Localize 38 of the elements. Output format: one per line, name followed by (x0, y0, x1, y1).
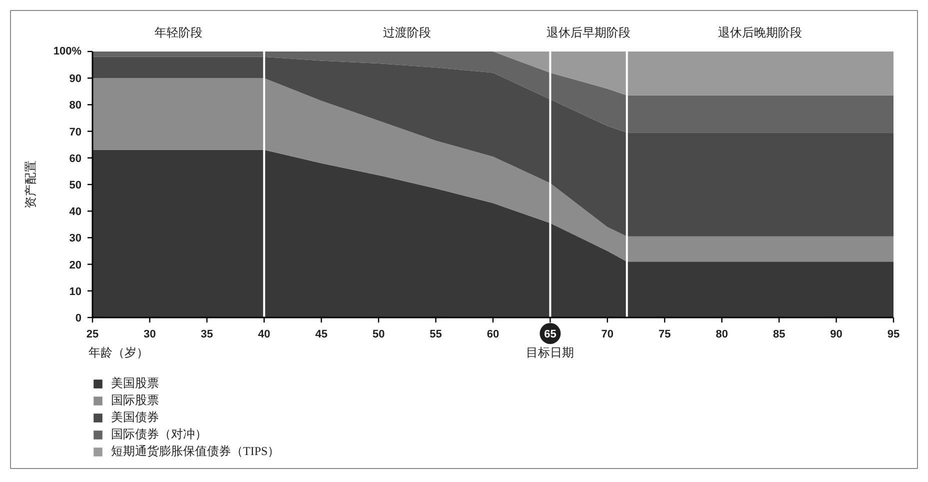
text: 退休后晚期阶段 (718, 26, 802, 40)
x-tick-label: 70 (601, 328, 614, 340)
legend-label: 短期通货膨胀保值债券（TIPS） (111, 443, 280, 460)
x-tick-label: 60 (486, 328, 500, 340)
ref-line-label: 目标日期 (526, 346, 574, 360)
y-axis-title: 资产配置 (24, 160, 38, 208)
x-tick-label: 80 (716, 328, 728, 340)
legend-label: 国际债券（对冲） (111, 426, 207, 443)
x-tick-label: 55 (430, 328, 442, 340)
y-tick-label: 10 (69, 286, 82, 298)
y-tick-label: 80 (69, 100, 82, 112)
y-tick-label: 100% (53, 46, 82, 58)
x-tick-label: 25 (86, 328, 99, 340)
legend-label: 美国股票 (111, 375, 159, 392)
legend-label: 国际股票 (111, 392, 159, 409)
text: 过渡阶段 (383, 26, 432, 40)
text: 年轻阶段 (154, 26, 202, 40)
y-tick-label: 20 (69, 259, 82, 272)
y-tick-label: 50 (69, 180, 82, 192)
y-tick-label: 70 (69, 126, 82, 138)
x-tick-label: 95 (887, 328, 900, 340)
x-tick-label: 65 (544, 328, 556, 340)
x-tick-label: 50 (372, 328, 385, 340)
y-tick-label: 40 (69, 206, 82, 218)
y-tick-label: 30 (69, 232, 82, 245)
x-tick-label: 45 (315, 328, 328, 340)
x-tick-label: 40 (258, 328, 270, 340)
y-tick-label: 90 (69, 73, 82, 86)
y-tick-label: 60 (69, 152, 82, 165)
y-tick-label: 0 (75, 312, 82, 324)
legend-label: 美国债券 (111, 409, 159, 426)
text: 退休后早期阶段 (546, 26, 631, 40)
x-tick-label: 85 (772, 328, 786, 340)
x-tick-label: 30 (144, 328, 156, 340)
x-tick-label: 75 (658, 328, 671, 340)
x-tick-label: 90 (830, 328, 842, 340)
x-tick-label: 35 (200, 328, 214, 340)
x-axis-title: 年龄（岁） (88, 346, 148, 360)
